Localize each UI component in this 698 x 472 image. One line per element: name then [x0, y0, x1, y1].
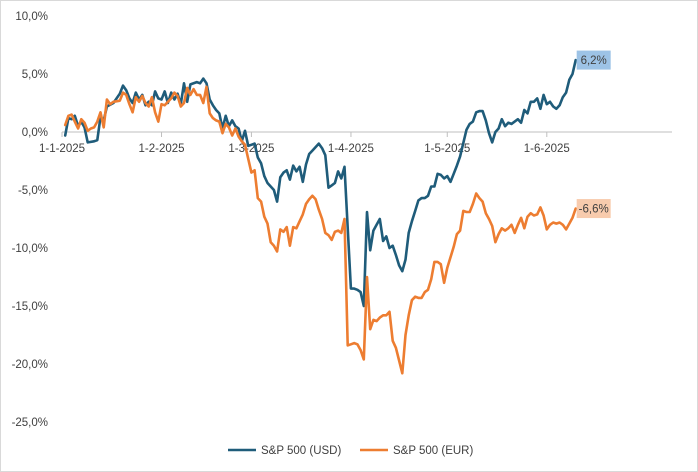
end-label-text: -6,6% [579, 204, 609, 216]
legend-label: S&P 500 (EUR) [393, 445, 473, 457]
x-tick-label: 1-5-2025 [424, 143, 470, 155]
end-label-s-p-500-usd: 6,2% [576, 50, 611, 70]
x-tick-label: 1-3-2025 [228, 143, 274, 155]
end-labels: 6,2% -6,6% [576, 50, 611, 219]
legend: S&P 500 (USD) S&P 500 (EUR) [228, 445, 473, 457]
y-tick-label: 5,0% [22, 69, 48, 81]
end-label-text: 6,2% [581, 55, 607, 67]
series-lines [63, 58, 577, 375]
y-tick-label: -10,0% [12, 243, 48, 255]
end-label-box [576, 199, 611, 219]
end-label-box [576, 50, 611, 70]
series-line-s-p-500-usd [63, 58, 577, 308]
legend-item-s-p-500-usd: S&P 500 (USD) [228, 445, 341, 457]
y-tick-label: 0,0% [22, 127, 48, 139]
legend-label: S&P 500 (USD) [261, 445, 341, 457]
x-axis-ticks: 1-1-2025 1-2-2025 1-3-2025 1-4-2025 1-5-2025… [39, 132, 570, 155]
y-tick-label: 10,0% [15, 11, 48, 23]
y-tick-label: -5,0% [18, 185, 48, 197]
legend-item-s-p-500-eur: S&P 500 (EUR) [360, 445, 473, 457]
x-tick-label: 1-1-2025 [39, 143, 85, 155]
x-tick-label: 1-2-2025 [139, 143, 185, 155]
x-tick-label: 1-6-2025 [524, 143, 570, 155]
y-tick-label: -25,0% [12, 417, 48, 429]
series-line-s-p-500-eur [63, 85, 577, 375]
x-tick-label: 1-4-2025 [328, 143, 374, 155]
end-label-s-p-500-eur: -6,6% [576, 199, 611, 219]
y-tick-label: -20,0% [12, 359, 48, 371]
y-tick-label: -15,0% [12, 301, 48, 313]
y-axis-ticks: 10,0% 5,0% 0,0% -5,0% -10,0% -15,0% -20,0% -25,… [12, 11, 48, 429]
